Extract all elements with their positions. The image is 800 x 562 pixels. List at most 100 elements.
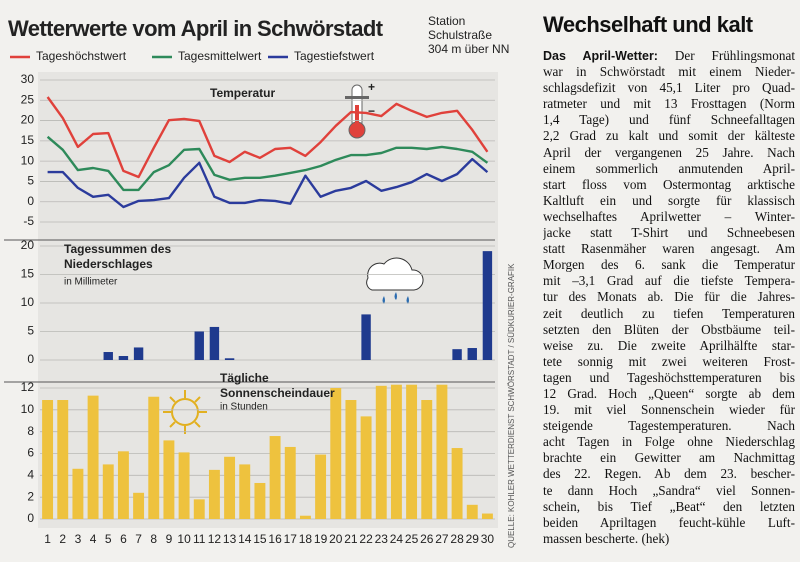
article-line: Das April-Wetter: Der Frühlingsmonat: [543, 48, 795, 64]
bar: [345, 400, 357, 519]
article-line: 2,2 Grad zu kalt und somit der kälteste: [543, 128, 795, 144]
y-tick-label: 0: [27, 194, 34, 208]
article-line: 1,4 Tage) und fünf Schneefalltagen: [543, 112, 795, 128]
bar: [133, 492, 145, 519]
sun-icon: [163, 390, 207, 434]
article-line: tete sonnig mit zwei weiteren Frost-: [543, 353, 795, 369]
y-tick-label: 10: [21, 402, 35, 416]
bar: [178, 452, 190, 519]
x-tick-label: 28: [450, 532, 464, 546]
x-tick-label: 12: [208, 532, 222, 546]
article-line: einem sommerlich anmutenden April-: [543, 160, 795, 176]
chart-panel: Wetterwerte vom April in Schwörstadt Sta…: [4, 14, 516, 548]
y-tick-label: 10: [21, 295, 35, 309]
x-tick-label: 5: [105, 532, 112, 546]
bar: [299, 515, 311, 519]
thermometer-icon: + −: [345, 80, 375, 139]
x-tick-label: 16: [268, 532, 282, 546]
article-line: start floss vom Ostermontag arktische: [543, 176, 795, 192]
bar: [148, 396, 160, 519]
bar: [224, 358, 235, 360]
temperature-line: [47, 157, 489, 209]
svg-text:−: −: [368, 104, 375, 118]
chart-title: Tagessummen des Niederschlages: [64, 242, 171, 271]
x-tick-label: 10: [177, 532, 191, 546]
bar: [466, 504, 478, 519]
article-title: Wechselhaft und kalt: [543, 12, 753, 37]
bar: [361, 314, 371, 360]
article-line: schein, bis Tief „Beat“ den letzten: [543, 498, 795, 514]
y-tick-label: 2: [27, 489, 34, 503]
bar: [118, 356, 129, 360]
bar: [330, 388, 342, 519]
x-tick-label: 14: [238, 532, 252, 546]
article-line: setzten den Blüten der Obstbäume teil-: [543, 321, 795, 337]
article-line: statt Rasenmäher waren angesagt. Am: [543, 241, 795, 257]
bar: [208, 469, 220, 519]
bar: [406, 384, 418, 519]
y-tick-label: 25: [21, 92, 35, 106]
bar: [284, 446, 296, 519]
x-tick-label: 23: [375, 532, 389, 546]
article-line: tur des Monats ab. Die für die Jahres-: [543, 289, 795, 305]
chart-title: Temperatur: [210, 86, 275, 100]
article: Wechselhaft und kalt Das April-Wetter: D…: [543, 12, 795, 547]
y-tick-label: -5: [23, 214, 34, 228]
bar: [451, 448, 463, 519]
bar: [482, 251, 493, 360]
chart-title: in Millimeter: [64, 277, 118, 288]
bar: [194, 331, 204, 360]
bar: [452, 349, 462, 360]
bar: [42, 400, 54, 519]
article-line: Kaltluft ein und sorgte für klassisch: [543, 192, 795, 208]
article-line: mit –3,1 Grad auf die tiefste Tempera-: [543, 273, 795, 289]
y-tick-label: 5: [27, 174, 34, 188]
x-tick-label: 2: [59, 532, 66, 546]
x-tick-label: 4: [90, 532, 97, 546]
station-line: Station: [428, 14, 465, 28]
article-line: April der vergangenen 25 Jahre. Nach: [543, 144, 795, 160]
y-tick-label: 15: [21, 133, 35, 147]
article-line: te dann Hoch „Sandra“ viel Sonnen-: [543, 482, 795, 498]
article-line: schlagsdefizit von 45,1 Liter pro Quad-: [543, 80, 795, 96]
y-tick-label: 20: [21, 238, 35, 252]
bar: [103, 352, 113, 360]
cloud-icon: [366, 257, 424, 304]
article-line: acht Tagen in Folge ohne Niederschlag: [543, 434, 795, 450]
x-tick-label: 8: [150, 532, 157, 546]
y-tick-label: 6: [27, 446, 34, 460]
article-line: massen bescherte. (hek): [543, 530, 670, 546]
bar: [269, 436, 281, 519]
bar: [436, 384, 448, 519]
station-line: 304 m über NN: [428, 42, 509, 56]
x-tick-label: 3: [75, 532, 82, 546]
x-tick-label: 11: [193, 532, 206, 546]
article-line: Morgen des 6. sank die Temperatur: [543, 257, 795, 273]
bar: [254, 482, 266, 519]
bar: [315, 454, 327, 519]
x-tick-label: 20: [329, 532, 343, 546]
bar: [481, 513, 493, 519]
chart-title: Tägliche Sonnenscheindauer: [220, 371, 335, 400]
article-line: steigende Tagestemperaturen. Nach: [543, 418, 795, 434]
y-tick-label: 15: [21, 267, 35, 281]
chart-title: in Stunden: [220, 402, 268, 413]
y-tick-label: 4: [27, 468, 34, 482]
article-lead: Das April-Wetter:: [543, 49, 658, 63]
x-tick-label: 19: [314, 532, 328, 546]
legend-label: Tagesmittelwert: [178, 49, 262, 63]
bar: [193, 499, 205, 519]
article-line: ratmeter und mit 13 Frosttagen (Norm: [543, 96, 795, 112]
x-tick-label: 13: [223, 532, 237, 546]
article-text: Der Frühlingsmonat: [674, 48, 795, 63]
y-tick-label: 12: [21, 380, 35, 394]
x-tick-label: 24: [390, 532, 404, 546]
x-tick-label: 25: [405, 532, 419, 546]
article-line: zeit deutlich zu tiefen Temperaturen: [543, 305, 795, 321]
y-tick-label: 30: [21, 72, 35, 86]
x-tick-label: 15: [253, 532, 267, 546]
bar: [467, 348, 477, 360]
article-line: war in Schwörstadt mit einem Nieder-: [543, 64, 795, 80]
x-tick-label: 17: [284, 532, 298, 546]
